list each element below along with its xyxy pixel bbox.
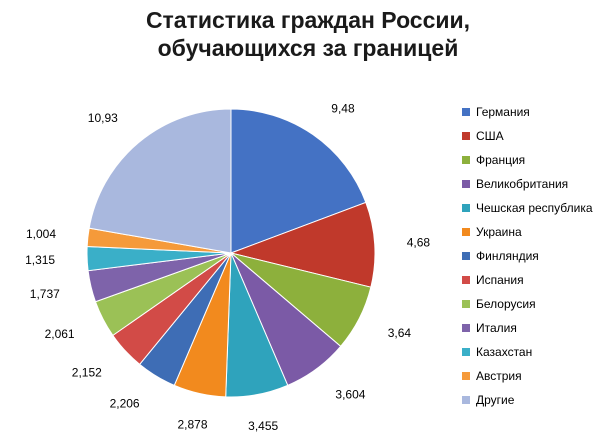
legend-swatch [462,396,470,404]
legend-swatch [462,228,470,236]
legend-label: Украина [476,225,522,239]
legend-item: Белорусия [462,292,612,316]
pie-data-label-2: 4,68 [407,236,431,250]
pie-data-label-8: 2,152 [72,366,102,380]
legend-item: Испания [462,268,612,292]
pie-data-label-11: 1,315 [25,253,55,267]
legend-swatch [462,252,470,260]
legend: Германия США Франция Великобритания Чешская … [462,100,612,412]
legend-label: Другие [476,393,515,407]
pie-data-label-10: 1,737 [30,287,60,301]
legend-label: Испания [476,273,524,287]
pie-data-label-4: 3,604 [335,388,365,402]
pie-data-label-7: 2,206 [110,396,140,410]
legend-label: Франция [476,153,526,167]
legend-swatch [462,324,470,332]
legend-label: Германия [476,105,530,119]
pie-data-labels: 9,48 4,68 3,64 3,604 3,455 2,878 2,206 2,152 2,0… [25,101,430,433]
pie-slices [86,108,376,398]
legend-swatch [462,180,470,188]
pie-data-label-6: 2,878 [177,418,207,432]
pie-data-label-3: 3,64 [388,326,412,340]
legend-item: Финляндия [462,244,612,268]
legend-item: Германия [462,100,612,124]
legend-swatch [462,372,470,380]
legend-label: США [476,129,504,143]
legend-label: Белорусия [476,297,536,311]
pie-data-label-12: 1,004 [26,227,56,241]
legend-item: Чешская республика [462,196,612,220]
chart-title: Статистика граждан России, обучающихся з… [0,6,616,62]
legend-label: Италия [476,321,517,335]
legend-label: Казахстан [476,345,533,359]
legend-item: Великобритания [462,172,612,196]
pie-slice-1 [230,108,367,254]
chart-title-line-1: Статистика граждан России, [145,7,471,33]
legend-item: Украина [462,220,612,244]
legend-swatch [462,156,470,164]
pie-slice-2 [229,201,376,288]
legend-label: Чешская республика [476,201,593,215]
legend-item: Казахстан [462,340,612,364]
legend-swatch [462,348,470,356]
legend-label: Великобритания [476,177,569,191]
legend-label: Финляндия [476,249,539,263]
legend-item: Франция [462,148,612,172]
legend-swatch [462,108,470,116]
legend-item: Другие [462,388,612,412]
legend-label: Австрия [476,369,522,383]
pie-slice-13 [88,108,232,254]
pie-data-label-5: 3,455 [248,419,278,433]
legend-swatch [462,276,470,284]
legend-swatch [462,204,470,212]
legend-item: Италия [462,316,612,340]
pie-data-label-9: 2,061 [45,327,75,341]
legend-swatch [462,300,470,308]
pie-data-label-13: 10,93 [88,111,118,125]
legend-item: США [462,124,612,148]
chart-title-line-2: обучающихся за границей [157,35,459,61]
pie-data-label-1: 9,48 [331,101,355,115]
legend-swatch [462,132,470,140]
legend-item: Австрия [462,364,612,388]
